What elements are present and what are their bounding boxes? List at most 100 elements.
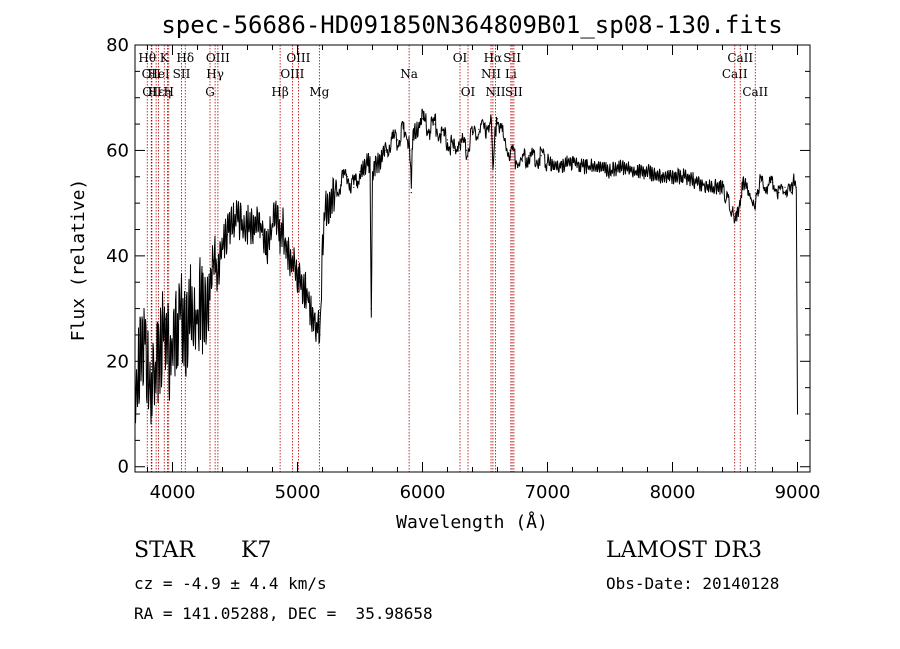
data-point-98 [684,176,686,178]
object-subclass: K7 [241,538,272,563]
data-point-95 [646,170,649,173]
data-point-71 [459,139,461,141]
spectral-line-markers: HθOIIOIIHεHeIKHηSIIHδGHγOIIIHβOIIIOIIIMg… [138,45,768,472]
data-point-15 [209,286,211,289]
data-point-49 [359,170,361,173]
data-point-84 [528,155,530,157]
data-point-93 [621,165,624,167]
data-point-81 [509,149,511,151]
data-point-87 [546,160,549,162]
data-point-60 [406,139,409,141]
line-marker-label: OIII [286,51,310,65]
x-tick-label: 6000 [400,482,446,503]
data-point-12 [194,329,196,331]
data-point-106 [754,202,756,204]
data-point-96 [659,176,661,178]
x-tick-label: 4000 [150,482,196,503]
data-point-21 [226,234,229,236]
line-marker-label: SII [173,67,191,81]
line-marker-label: OI [453,51,468,65]
data-point-44 [329,202,331,204]
data-point-59 [403,128,405,130]
data-point-17 [214,255,216,257]
data-point-82 [515,160,517,162]
data-point-61 [409,149,411,151]
data-point-33 [281,223,284,225]
data-point-64 [416,128,419,130]
data-point-79 [496,118,499,120]
data-point-45 [334,192,336,194]
data-point-110 [778,192,780,194]
data-point-30 [271,223,274,225]
data-point-28 [261,234,264,236]
y-tick-label: 60 [106,140,129,161]
data-point-114 [795,186,797,188]
x-tick-label: 5000 [275,482,321,503]
data-point-100 [709,186,711,188]
data-point-115 [796,413,799,415]
data-point-51 [369,160,371,162]
data-point-101 [721,186,724,188]
line-marker-label: NII [481,67,501,81]
line-marker-label: K [160,51,170,65]
data-point-73 [471,134,474,136]
data-point-14 [204,318,206,320]
data-point-29 [266,244,269,246]
line-marker-label: Li [505,67,517,81]
line-marker-label: Hδ [176,51,194,65]
object-class: STAR [134,538,195,563]
line-marker-label: SII [503,51,521,65]
data-point-52 [370,308,372,310]
data-point-92 [609,170,611,173]
data-point-107 [759,181,761,183]
data-point-63 [411,139,414,141]
x-tick-label: 8000 [650,482,696,503]
data-point-91 [596,165,599,167]
data-point-56 [384,149,386,151]
data-point-78 [494,128,496,130]
data-point-102 [734,218,736,220]
data-point-74 [478,128,480,130]
data-point-53 [371,176,374,178]
y-tick-label: 20 [106,351,129,372]
data-point-111 [784,186,786,188]
data-point-99 [696,181,699,183]
y-tick-label: 40 [106,246,129,267]
data-point-47 [346,176,349,178]
data-point-3 [149,387,151,389]
data-point-83 [521,160,524,162]
data-point-113 [793,181,795,183]
data-point-32 [279,234,281,236]
line-marker-label: Na [400,67,418,81]
x-tick-label: 7000 [525,482,571,503]
line-marker-label: NII [486,85,506,99]
chart-title: spec-56686-HD091850N364809B01_sp08-130.f… [161,11,782,39]
data-point-109 [771,181,774,183]
data-point-75 [484,128,486,130]
data-point-94 [634,170,636,173]
redshift-cz: cz = -4.9 ± 4.4 km/s [134,574,327,593]
data-point-65 [421,118,424,120]
data-point-68 [440,134,442,136]
data-point-86 [540,155,542,157]
data-point-55 [379,160,381,162]
data-point-80 [503,139,505,141]
line-marker-label: HeI [147,67,170,81]
data-point-22 [231,223,234,225]
data-point-35 [289,255,291,257]
data-point-37 [299,281,301,283]
data-point-108 [765,186,767,188]
data-point-97 [671,176,674,178]
data-point-10 [184,339,186,341]
data-point-42 [321,244,324,246]
data-point-31 [276,213,279,215]
survey-name: LAMOST DR3 [606,538,762,563]
data-point-67 [434,123,436,125]
data-point-20 [221,244,224,246]
data-point-11 [189,308,191,310]
data-point-24 [241,228,244,231]
obs-date: Obs-Date: 20140128 [606,574,780,593]
y-tick-label: 0 [118,457,129,478]
data-point-62 [410,192,412,194]
